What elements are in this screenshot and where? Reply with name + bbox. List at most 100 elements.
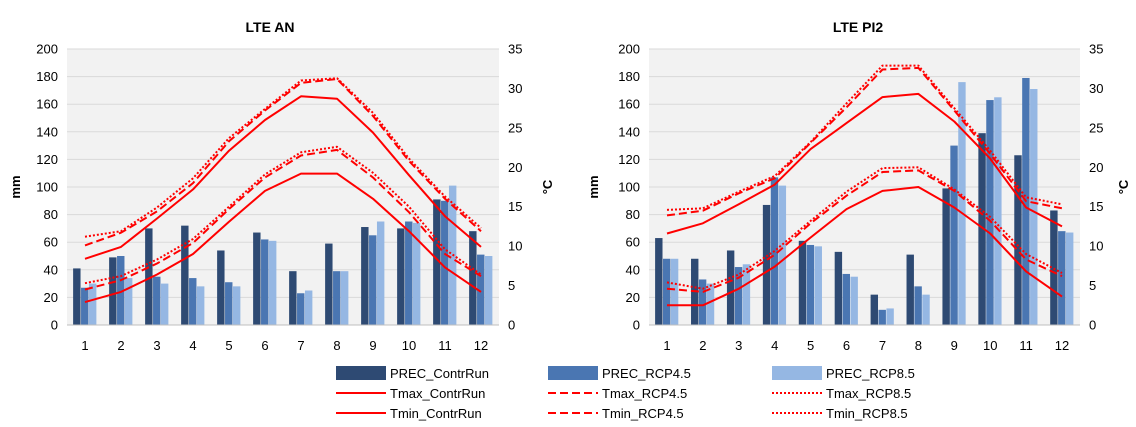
chart-1-bar-prec-rcp8-5 bbox=[88, 283, 97, 325]
chart-2-bar-prec-rcp8-5 bbox=[742, 264, 751, 325]
chart-2-bar-prec-contrrun bbox=[726, 250, 735, 325]
chart-1-bar-prec-rcp8-5 bbox=[376, 221, 385, 325]
chart-2-line-tmin-rcp4-5 bbox=[666, 169, 1063, 293]
chart-2-x-tick-label: 8 bbox=[915, 338, 922, 353]
chart-2-bar-prec-rcp8-5 bbox=[814, 246, 822, 325]
legend-tmin-rcp4-5-label: Tmin_RCP4.5 bbox=[602, 406, 684, 421]
chart-2-y-tick-label: 160 bbox=[618, 97, 640, 112]
chart-2-bar-prec-rcp8-5 bbox=[994, 97, 1002, 325]
chart-1-y2-tick-label: 15 bbox=[508, 199, 522, 214]
chart-1-bar-prec-rcp8-5 bbox=[196, 286, 205, 325]
chart-1-bar-prec-rcp8-5 bbox=[340, 271, 349, 325]
chart-2-bar-prec-rcp4-5 bbox=[950, 145, 958, 325]
chart-1-x-tick-label: 4 bbox=[189, 338, 196, 353]
chart-2-bar-prec-rcp4-5 bbox=[806, 244, 815, 325]
chart-1-y-tick-label: 120 bbox=[36, 152, 58, 167]
legend-prec-rcp4-5-label: PREC_RCP4.5 bbox=[602, 366, 691, 381]
chart-1-bar-prec-rcp8-5 bbox=[484, 256, 493, 325]
chart-1-bar-prec-contrrun bbox=[361, 227, 369, 325]
chart-1-bar-prec-contrrun bbox=[433, 199, 441, 325]
chart-1-y-tick-label: 180 bbox=[36, 69, 58, 84]
chart-1-bar-prec-contrrun bbox=[325, 243, 333, 325]
chart-1-x-tick-label: 12 bbox=[474, 338, 488, 353]
chart-1-x-tick-label: 1 bbox=[81, 338, 88, 353]
chart-2-bar-prec-contrrun bbox=[906, 254, 914, 325]
chart-2-line-tmax-rcp8-5 bbox=[666, 64, 1063, 211]
chart-1-bar-prec-rcp8-5 bbox=[124, 278, 133, 325]
chart-1-bar-prec-contrrun bbox=[253, 232, 261, 325]
chart-1-bar-prec-rcp4-5 bbox=[81, 287, 89, 325]
chart-2-bar-prec-contrrun bbox=[978, 133, 986, 325]
legend-tmax-contrrun-label: Tmax_ContrRun bbox=[390, 386, 485, 401]
chart-1-x-tick-label: 7 bbox=[297, 338, 304, 353]
chart-1-bar-prec-contrrun bbox=[73, 268, 81, 325]
chart-1-y2-tick-label: 25 bbox=[508, 120, 522, 135]
chart-2-x-tick-label: 1 bbox=[663, 338, 670, 353]
chart-1-bar-prec-rcp8-5 bbox=[304, 290, 313, 325]
chart-2-x-tick-label: 3 bbox=[735, 338, 742, 353]
legend-prec-rcp8-5-swatch bbox=[772, 366, 822, 380]
chart-2-bar-prec-contrrun bbox=[798, 240, 807, 325]
chart-1-bar-prec-contrrun bbox=[145, 228, 153, 325]
chart-2-y-tick-label: 200 bbox=[618, 42, 640, 57]
chart-2-y2-tick-label: 15 bbox=[1089, 199, 1103, 214]
chart-1-bar-prec-rcp4-5 bbox=[405, 221, 413, 325]
chart-1-x-tick-label: 8 bbox=[333, 338, 340, 353]
legend-prec-rcp4-5-swatch bbox=[548, 366, 598, 380]
chart-1-y2-tick-label: 35 bbox=[508, 42, 522, 57]
chart-2-y2-axis-label: °C bbox=[1116, 179, 1131, 194]
chart-2-bar-prec-rcp4-5 bbox=[914, 286, 922, 325]
chart-1-y2-tick-label: 5 bbox=[508, 278, 515, 293]
chart-1-x-tick-label: 6 bbox=[261, 338, 268, 353]
chart-1-y-tick-label: 100 bbox=[36, 180, 58, 195]
chart-2-bar-prec-rcp8-5 bbox=[1030, 89, 1038, 326]
chart-1-y-tick-label: 0 bbox=[51, 318, 58, 333]
chart-2-bar-prec-rcp4-5 bbox=[986, 100, 994, 325]
chart-1-y-tick-label: 200 bbox=[36, 42, 58, 57]
chart-1-y2-tick-label: 10 bbox=[508, 239, 522, 254]
chart-2-y-tick-label: 40 bbox=[626, 262, 640, 277]
chart-2-y2-tick-label: 20 bbox=[1089, 160, 1103, 175]
chart-2-bar-prec-rcp8-5 bbox=[958, 82, 966, 326]
chart-1-bar-prec-rcp4-5 bbox=[369, 235, 377, 325]
chart-2-bar-prec-rcp8-5 bbox=[670, 258, 679, 325]
chart-1-x-tick-label: 5 bbox=[225, 338, 232, 353]
chart-2-bar-prec-rcp8-5 bbox=[850, 276, 858, 325]
chart-1-line-tmax-rcp8-5 bbox=[84, 77, 482, 238]
chart-1-y2-tick-label: 20 bbox=[508, 160, 522, 175]
chart-2-line-tmax-rcp4-5 bbox=[666, 66, 1063, 217]
chart-2-line-tmin-rcp8-5 bbox=[666, 166, 1063, 290]
chart-1-line-tmin-rcp8-5 bbox=[84, 145, 482, 285]
chart-2-bar-prec-contrrun bbox=[834, 251, 843, 325]
chart-2-title: LTE PI2 bbox=[833, 19, 884, 35]
chart-1-title: LTE AN bbox=[246, 19, 295, 35]
chart-2-x-tick-label: 11 bbox=[1019, 338, 1033, 353]
chart-1-y-tick-label: 160 bbox=[36, 97, 58, 112]
chart-1-x-tick-label: 3 bbox=[153, 338, 160, 353]
chart-1-x-tick-label: 11 bbox=[438, 338, 452, 353]
chart-2-y-tick-label: 120 bbox=[618, 152, 640, 167]
chart-1-x-tick-label: 10 bbox=[402, 338, 416, 353]
chart-2-y-tick-label: 100 bbox=[618, 180, 640, 195]
legend-prec-contrrun-swatch bbox=[336, 366, 386, 380]
chart-2-x-tick-label: 5 bbox=[807, 338, 814, 353]
chart-1-bar-prec-rcp4-5 bbox=[477, 254, 485, 325]
chart-2-bar-prec-contrrun bbox=[942, 188, 950, 325]
chart-2-x-tick-label: 12 bbox=[1055, 338, 1069, 353]
chart-1-y-tick-label: 140 bbox=[36, 124, 58, 139]
chart-1-line-tmin-contrrun bbox=[84, 172, 482, 304]
chart-2-y-axis-label: mm bbox=[586, 175, 601, 198]
legend-prec-contrrun-label: PREC_ContrRun bbox=[390, 366, 489, 381]
chart-2-y2-tick-label: 35 bbox=[1089, 42, 1103, 57]
chart-2-x-tick-label: 4 bbox=[771, 338, 778, 353]
chart-1-bar-prec-rcp4-5 bbox=[297, 293, 305, 325]
chart-1-y-axis-label: mm bbox=[8, 175, 23, 198]
chart-1-bar-prec-contrrun bbox=[109, 257, 117, 325]
chart-1-bar-prec-rcp4-5 bbox=[333, 271, 341, 325]
chart-2-y-tick-label: 60 bbox=[626, 235, 640, 250]
chart-2-bar-prec-rcp8-5 bbox=[922, 294, 930, 325]
chart-1-bar-prec-rcp8-5 bbox=[268, 240, 277, 325]
chart-2-y-tick-label: 180 bbox=[618, 69, 640, 84]
